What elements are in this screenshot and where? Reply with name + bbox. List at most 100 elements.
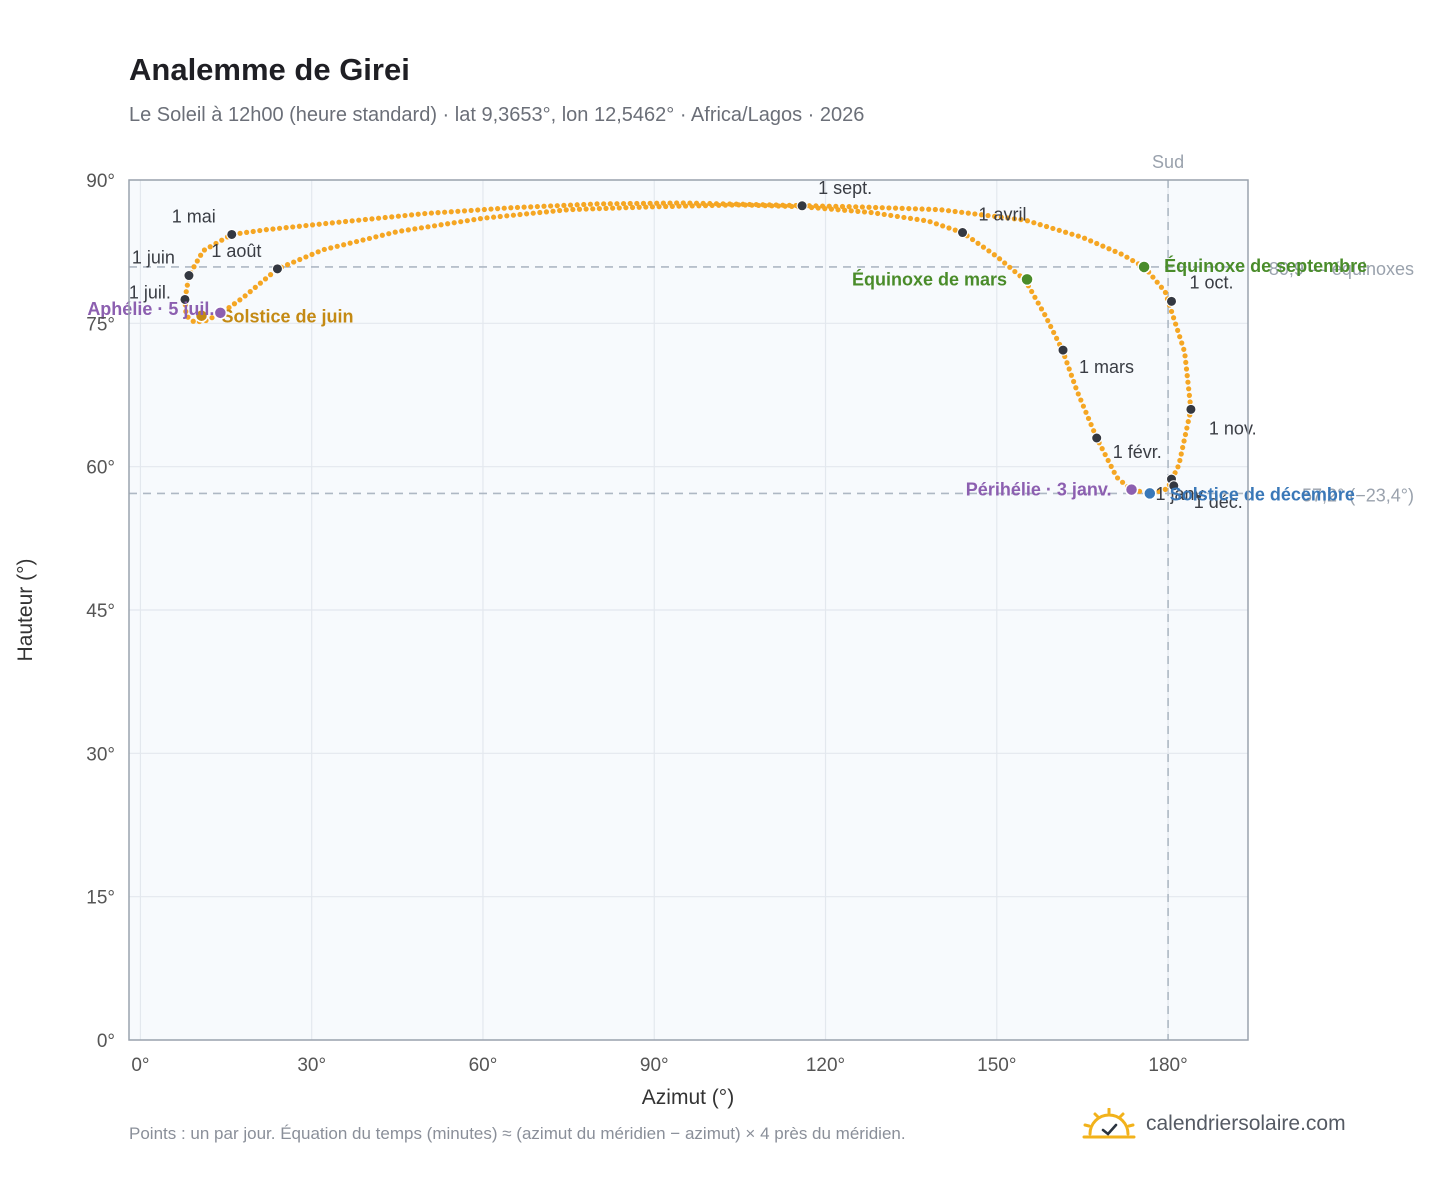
day-point (614, 201, 620, 207)
day-point (1168, 308, 1175, 315)
day-point (484, 215, 490, 221)
day-point (912, 206, 919, 212)
day-point (185, 314, 191, 320)
brand[interactable]: calendriersolaire.com (1082, 1104, 1346, 1144)
day-point (627, 200, 633, 207)
day-point (709, 202, 715, 209)
day-point (508, 205, 514, 211)
x-tick-label: 30° (297, 1055, 326, 1076)
month-markers: 1 janv. 1 févr. 1 mars 1 avril 1 mai 1 juin 1 … (129, 178, 1257, 512)
brand-name[interactable]: calendriersolaire.com (1146, 1112, 1346, 1135)
month-marker (957, 227, 969, 239)
event-marker (1143, 486, 1157, 501)
month-marker (1057, 344, 1069, 356)
x-axis-label: Azimut (°) (642, 1086, 734, 1109)
day-point (458, 219, 464, 225)
day-point (583, 206, 589, 212)
month-label: 1 nov. (1209, 418, 1257, 438)
day-point (881, 211, 887, 218)
day-point (742, 202, 748, 208)
day-point (789, 203, 795, 210)
day-point (1083, 409, 1089, 415)
day-point (866, 204, 872, 210)
day-point (610, 205, 616, 211)
day-point (209, 315, 215, 321)
day-point (1177, 457, 1183, 464)
day-point (353, 238, 360, 245)
event-marker (1137, 260, 1151, 274)
day-point (231, 301, 238, 307)
day-point (442, 209, 448, 215)
month-marker (1165, 295, 1177, 307)
day-point (491, 214, 497, 220)
day-point (1185, 418, 1191, 425)
day-point (213, 240, 219, 247)
day-point (425, 224, 431, 230)
day-point (1162, 289, 1169, 296)
day-point (1162, 486, 1168, 492)
day-point (284, 262, 291, 268)
day-point (349, 218, 355, 224)
day-point (1080, 403, 1086, 409)
day-point (448, 209, 454, 215)
day-point (1045, 317, 1051, 324)
day-point (408, 212, 415, 218)
day-point (198, 252, 204, 258)
day-point (481, 206, 487, 213)
day-point (587, 201, 593, 207)
day-point (219, 237, 225, 243)
day-point (636, 204, 642, 210)
day-point (323, 220, 329, 227)
y-tick-label: 30° (86, 744, 115, 765)
day-point (1012, 268, 1018, 275)
day-point (969, 236, 976, 243)
day-point (366, 235, 373, 242)
day-point (226, 304, 232, 311)
day-point (399, 228, 405, 234)
day-point (431, 223, 438, 229)
day-point (749, 202, 755, 208)
day-point (524, 211, 530, 217)
day-point (382, 214, 388, 221)
day-point (1183, 366, 1190, 372)
day-point (316, 221, 322, 227)
day-point (1175, 327, 1181, 333)
day-point (986, 248, 992, 254)
day-point (901, 214, 907, 221)
day-point (992, 213, 998, 219)
day-point (567, 202, 574, 208)
day-point (952, 227, 958, 233)
day-point (1018, 216, 1024, 223)
day-point (303, 254, 309, 260)
day-point (1050, 225, 1056, 232)
day-point (1054, 335, 1060, 341)
day-point (1063, 229, 1069, 235)
day-point (194, 258, 200, 264)
day-point (643, 204, 649, 210)
day-point (550, 208, 556, 214)
day-point (183, 289, 189, 295)
day-point (965, 210, 971, 216)
day-point (347, 240, 353, 246)
day-point (207, 244, 213, 250)
day-point (201, 247, 208, 253)
day-point (1081, 235, 1088, 241)
day-point (1158, 284, 1165, 290)
day-point (1175, 464, 1181, 470)
month-marker (796, 200, 808, 212)
day-point (303, 222, 309, 229)
day-point (689, 203, 695, 209)
reference-lines: 80,9 — équinoxes 57,2° (−23,4°) Sud (129, 152, 1414, 1040)
day-point (1088, 238, 1094, 244)
day-point (262, 276, 269, 282)
day-point (329, 220, 335, 226)
day-point (1064, 360, 1070, 366)
day-point (528, 204, 534, 210)
footnote: Points : un par jour. Équation du temps … (129, 1124, 906, 1143)
month-label: 1 juil. (129, 282, 171, 302)
event-label: Solstice de décembre (1170, 484, 1355, 504)
day-point (853, 204, 859, 210)
day-point (379, 232, 385, 238)
day-point (978, 212, 985, 218)
day-point (521, 204, 527, 210)
